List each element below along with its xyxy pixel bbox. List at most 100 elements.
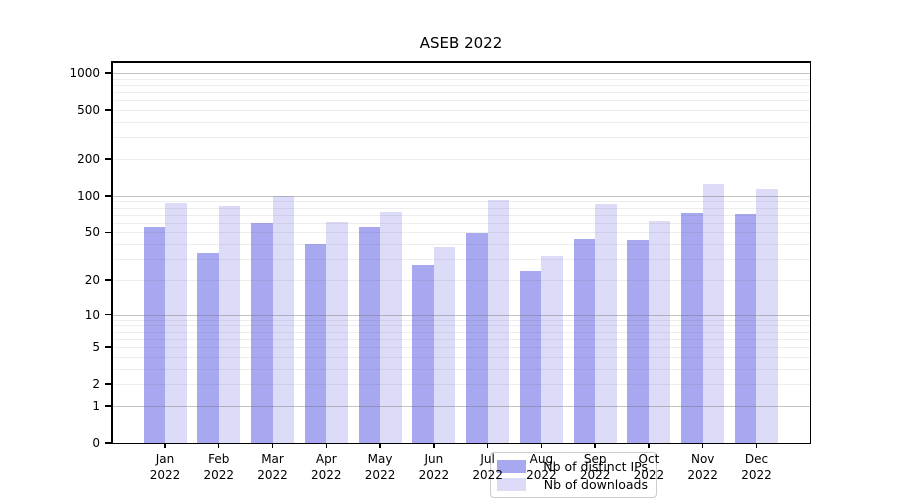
x-tick-mark-feb [218,443,220,448]
x-tick-label-jan: Jan 2022 [149,452,181,482]
x-tick-label-jun: Jun 2022 [418,452,450,482]
bar-feb-downloads [218,205,241,443]
minor-gridline-60 [112,222,810,224]
minor-gridline-8 [112,325,810,327]
x-tick-mark-may [379,443,381,448]
bar-mar-downloads [272,195,295,443]
bar-nov-distinct-ips [681,213,703,443]
left-spine [111,62,113,443]
y-tick-label-20: 20 [84,272,100,287]
minor-gridline-20 [112,279,810,281]
bottom-spine [111,442,811,444]
major-gridline-1 [112,405,810,407]
bar-apr-distinct-ips [304,244,327,443]
x-tick-label-mar: Mar 2022 [257,452,288,482]
x-tick-label-dec: Dec 2022 [741,452,772,482]
bar-apr-downloads [326,221,348,443]
y-tick-label-100: 100 [77,188,100,203]
x-tick-label-oct: Oct 2022 [633,452,665,482]
bar-sep-downloads [595,203,617,443]
y-tick-label-0: 0 [92,436,100,450]
y-tick-label-200: 200 [77,151,100,166]
x-tick-mark-nov [702,443,704,448]
major-gridline-10 [112,314,810,316]
x-tick-label-sep: Sep 2022 [579,452,611,482]
y-tick-mark-0 [105,442,111,444]
legend-swatch-distinct-ips [497,459,526,473]
y-tick-label-5: 5 [92,340,100,355]
x-tick-mark-jan [164,443,166,448]
x-tick-mark-aug [540,443,543,448]
bar-jul-downloads [487,199,510,443]
minor-gridline-800 [112,84,810,86]
y-tick-mark-100 [105,195,111,197]
y-tick-mark-500 [105,109,111,111]
x-tick-mark-sep [594,443,596,448]
bar-aug-distinct-ips [519,270,542,443]
minor-gridline-200 [112,159,810,160]
x-tick-label-jul: Jul 2022 [472,452,503,482]
y-tick-label-50: 50 [84,225,100,240]
minor-gridline-600 [112,100,810,102]
legend-entry-downloads: Nb of downloads [497,477,648,492]
y-tick-mark-200 [105,158,111,160]
y-tick-label-1000: 1000 [69,65,100,80]
x-tick-label-apr: Apr 2022 [311,452,342,482]
bar-dec-downloads [756,188,778,443]
minor-gridline-900 [112,78,810,80]
y-tick-label-10: 10 [84,307,100,322]
y-tick-label-1: 1 [92,398,100,413]
bar-oct-distinct-ips [627,240,649,443]
x-tick-label-may: May 2022 [364,452,396,482]
bar-jun-distinct-ips [412,264,434,443]
bar-may-downloads [380,212,402,443]
x-tick-mark-dec [755,443,758,448]
bar-mar-distinct-ips [251,222,273,443]
x-tick-mark-apr [325,443,327,448]
minor-gridline-40 [112,244,810,246]
legend-entry-distinct-ips: Nb of distinct IPs [497,459,648,474]
minor-gridline-3 [112,368,810,370]
minor-gridline-700 [112,92,810,93]
minor-gridline-7 [112,331,810,333]
x-tick-label-feb: Feb 2022 [203,452,235,482]
x-tick-mark-mar [271,443,274,448]
major-gridline-1000 [112,73,810,74]
top-spine [111,61,811,63]
minor-gridline-300 [112,137,810,139]
y-tick-label-500: 500 [77,103,100,118]
y-tick-label-2: 2 [92,377,100,392]
minor-gridline-9 [112,319,810,321]
x-tick-label-nov: Nov 2022 [687,452,718,482]
minor-gridline-2 [112,384,810,386]
y-tick-mark-10 [105,313,111,316]
minor-gridline-50 [112,232,810,234]
bar-may-distinct-ips [358,227,381,443]
bar-jun-downloads [433,246,456,443]
x-tick-mark-jul [486,443,489,448]
legend-label-distinct-ips: Nb of distinct IPs [543,458,648,474]
y-tick-mark-50 [105,231,111,234]
bar-dec-distinct-ips [734,213,757,443]
bar-jan-downloads [165,203,187,443]
minor-gridline-6 [112,338,810,340]
minor-gridline-4 [112,356,810,358]
x-tick-mark-jun [433,443,435,448]
plot-area: Nb of distinct IPs Nb of downloads [111,61,811,498]
minor-gridline-30 [112,259,810,261]
legend: Nb of distinct IPs Nb of downloads [490,452,657,498]
bar-nov-downloads [702,183,725,443]
bar-jan-distinct-ips [143,227,165,443]
y-tick-mark-1 [105,405,111,407]
y-tick-mark-1000 [105,72,111,74]
bar-oct-downloads [648,221,671,443]
x-tick-mark-oct [648,443,650,448]
minor-gridline-80 [112,207,810,209]
bar-aug-downloads [541,255,563,443]
x-tick-label-aug: Aug 2022 [526,452,557,482]
y-tick-mark-5 [105,346,111,348]
bar-sep-distinct-ips [573,239,596,443]
minor-gridline-90 [112,201,810,203]
minor-gridline-500 [112,110,810,111]
